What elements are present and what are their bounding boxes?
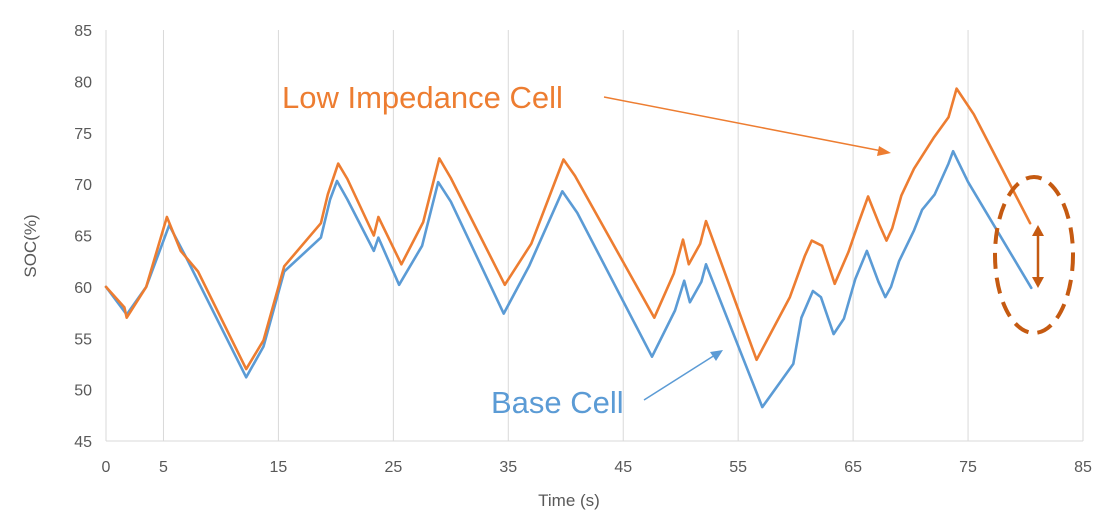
low-impedance-annotation: Low Impedance Cell [282, 80, 563, 115]
x-tick-label: 25 [384, 459, 402, 476]
x-tick-label: 15 [270, 459, 288, 476]
x-tick-label: 65 [844, 459, 862, 476]
x-tick-label: 85 [1074, 459, 1092, 476]
gap-arrow-down-head [1032, 277, 1044, 288]
series-line-base-cell [104, 149, 1033, 409]
x-tick-label: 55 [729, 459, 747, 476]
y-tick-label: 70 [74, 177, 92, 194]
low-impedance-pointer-arrowhead [877, 146, 891, 156]
y-tick-label: 85 [74, 23, 92, 40]
y-tick-label: 55 [74, 331, 92, 348]
x-tick-label: 5 [159, 459, 168, 476]
gridlines [105, 30, 1084, 442]
x-tick-label: 45 [614, 459, 632, 476]
base-cell-annotation: Base Cell [491, 385, 624, 420]
y-tick-label: 65 [74, 229, 92, 246]
x-axis-title: Time (s) [538, 491, 600, 510]
base-cell-pointer-line [643, 354, 716, 401]
series-line-low-impedance-cell [104, 87, 1032, 371]
y-tick-label: 80 [74, 74, 92, 91]
gap-highlight-ellipse [993, 175, 1075, 335]
y-tick-label: 75 [74, 126, 92, 143]
tick-labels: 45 50 55 60 65 70 75 80 85 0 5 15 25 35 45 55 65 75 85 [74, 23, 1092, 476]
x-tick-label: 75 [959, 459, 977, 476]
gap-arrow-up-head [1032, 225, 1044, 236]
x-tick-label: 35 [499, 459, 517, 476]
y-tick-label: 45 [74, 434, 92, 451]
base-cell-pointer-arrowhead [710, 350, 723, 361]
y-axis-title: SOC(%) [21, 214, 40, 277]
x-tick-label: 0 [102, 459, 111, 476]
y-tick-label: 60 [74, 280, 92, 297]
low-impedance-pointer-line [603, 96, 883, 152]
y-tick-label: 50 [74, 383, 92, 400]
series-lines [104, 87, 1033, 409]
